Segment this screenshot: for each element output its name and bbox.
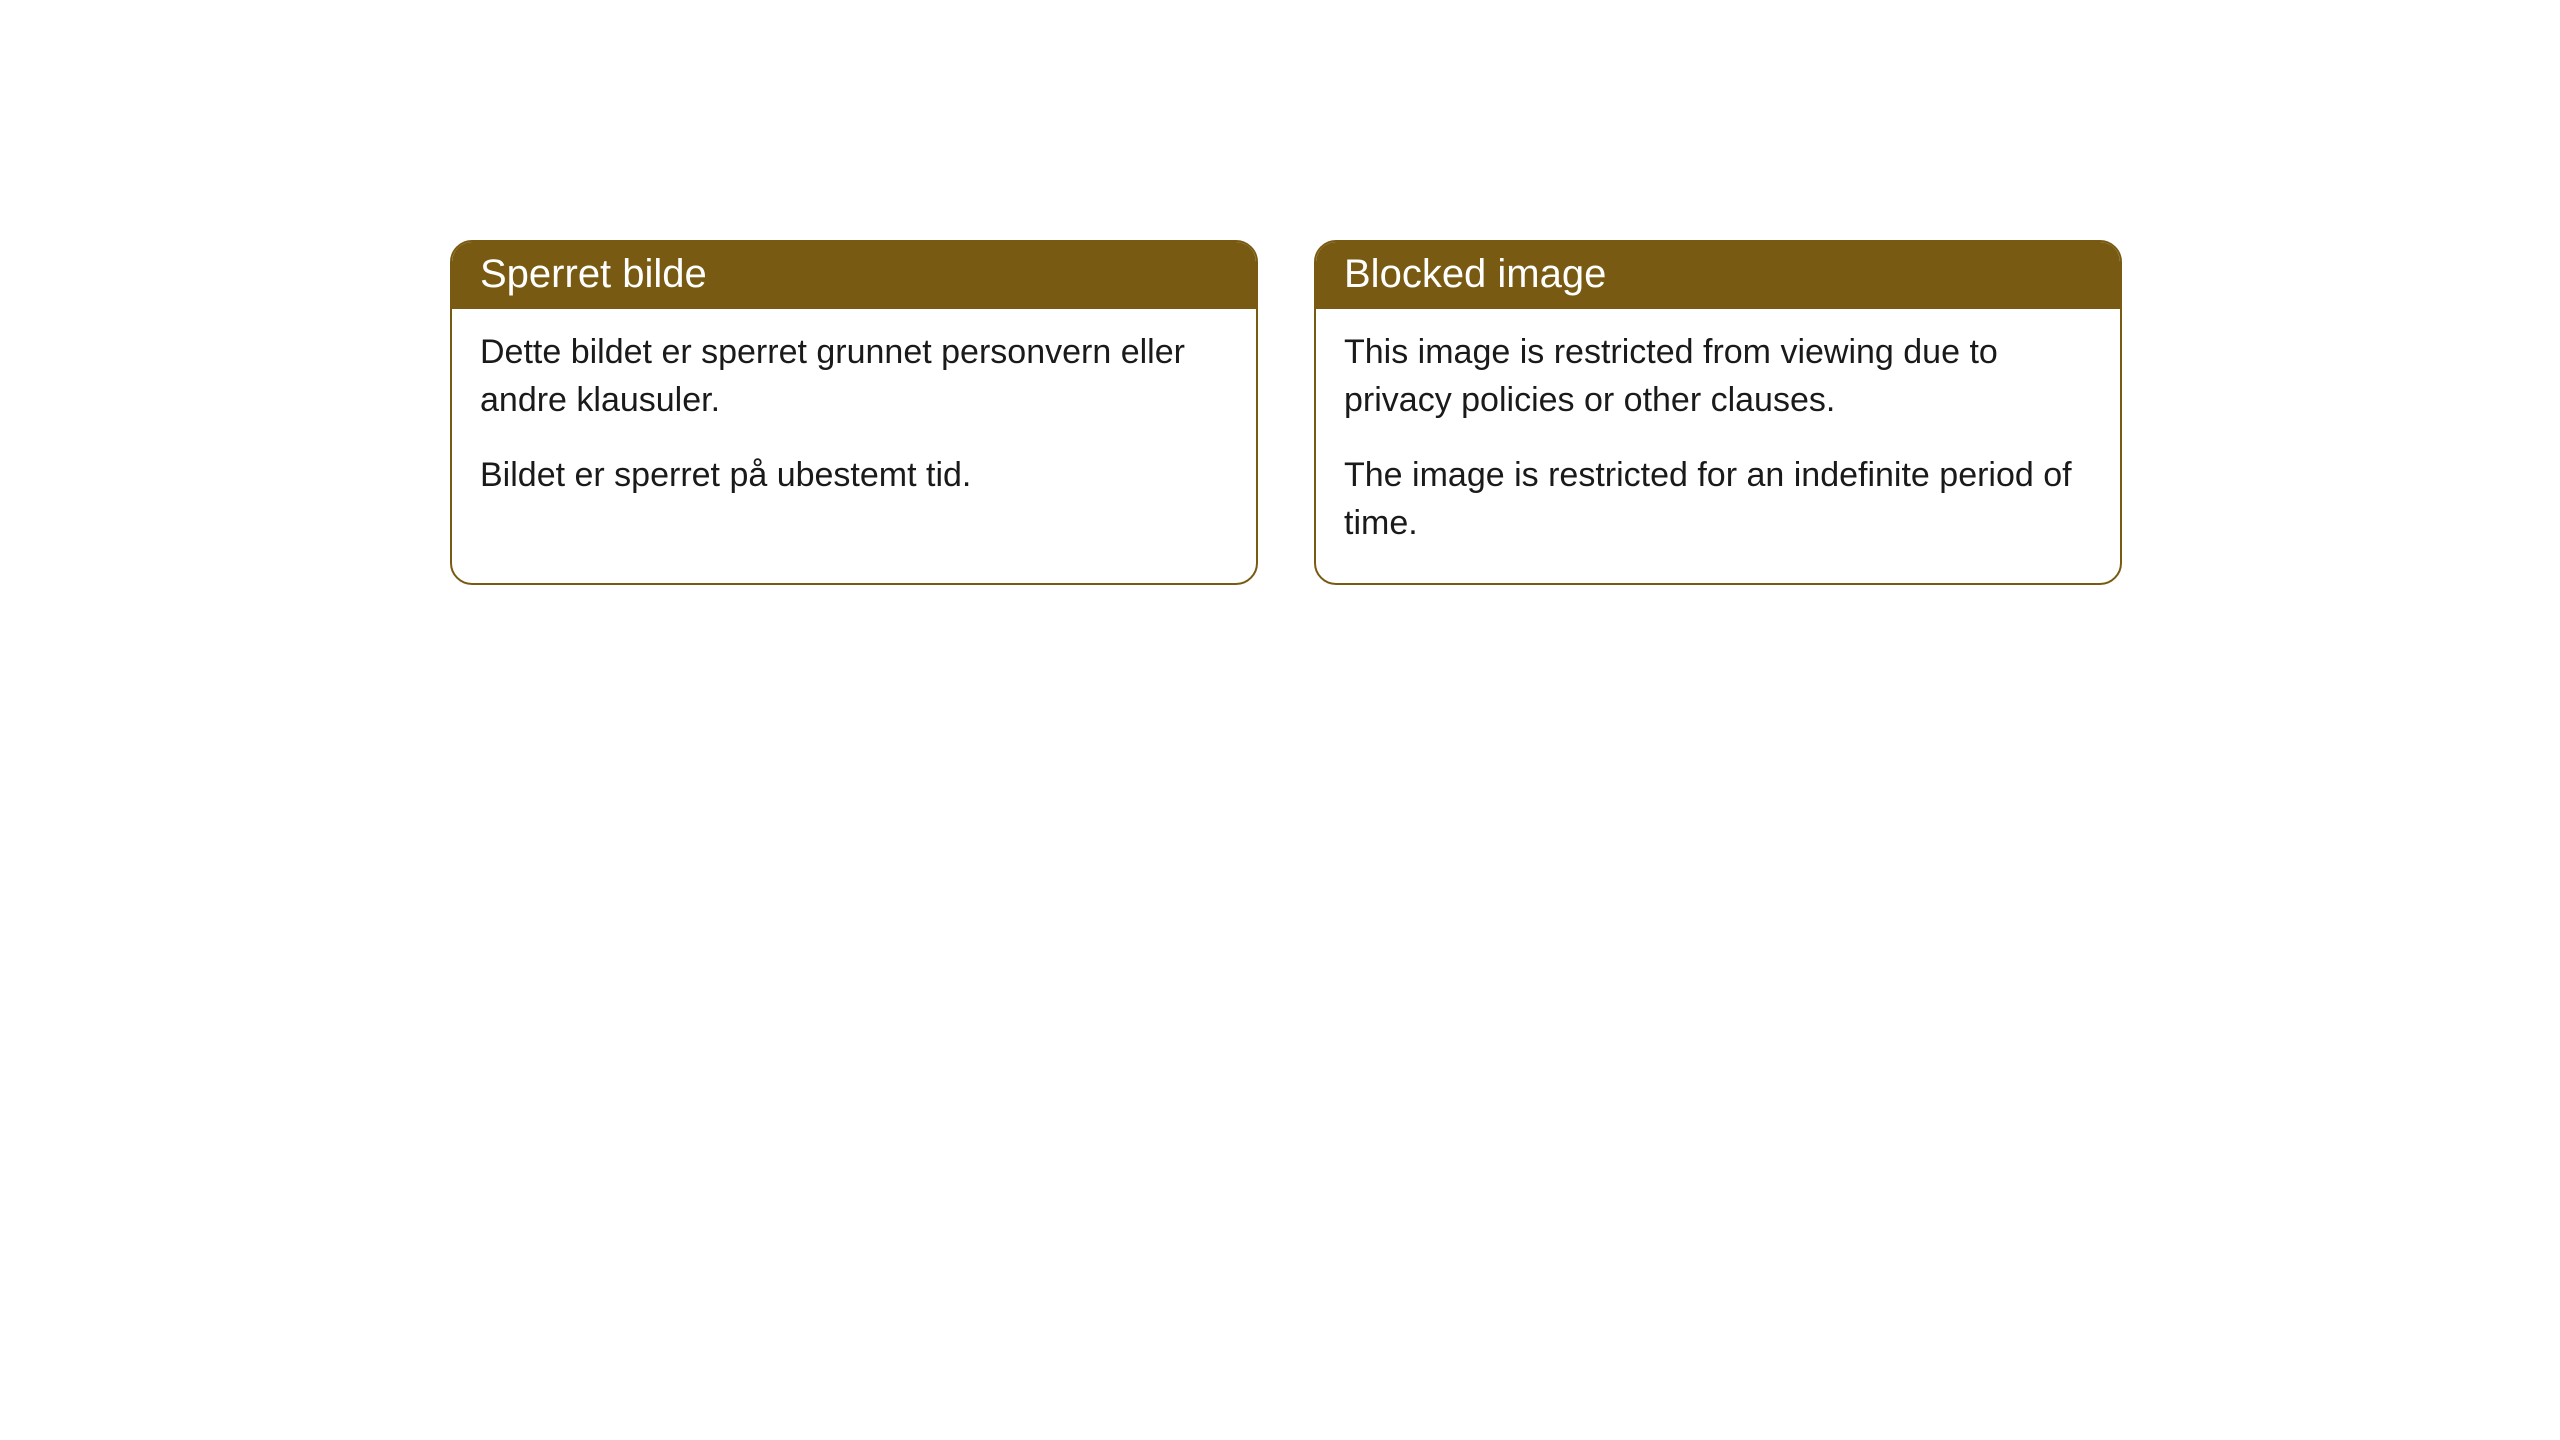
notice-container: Sperret bilde Dette bildet er sperret gr… <box>450 240 2122 585</box>
notice-header: Sperret bilde <box>452 242 1256 309</box>
notice-body: This image is restricted from viewing du… <box>1316 309 2120 583</box>
notice-body: Dette bildet er sperret grunnet personve… <box>452 309 1256 536</box>
notice-paragraph: Dette bildet er sperret grunnet personve… <box>480 329 1228 424</box>
notice-card-norwegian: Sperret bilde Dette bildet er sperret gr… <box>450 240 1258 585</box>
notice-paragraph: The image is restricted for an indefinit… <box>1344 452 2092 547</box>
notice-card-english: Blocked image This image is restricted f… <box>1314 240 2122 585</box>
notice-header: Blocked image <box>1316 242 2120 309</box>
notice-paragraph: This image is restricted from viewing du… <box>1344 329 2092 424</box>
notice-paragraph: Bildet er sperret på ubestemt tid. <box>480 452 1228 500</box>
